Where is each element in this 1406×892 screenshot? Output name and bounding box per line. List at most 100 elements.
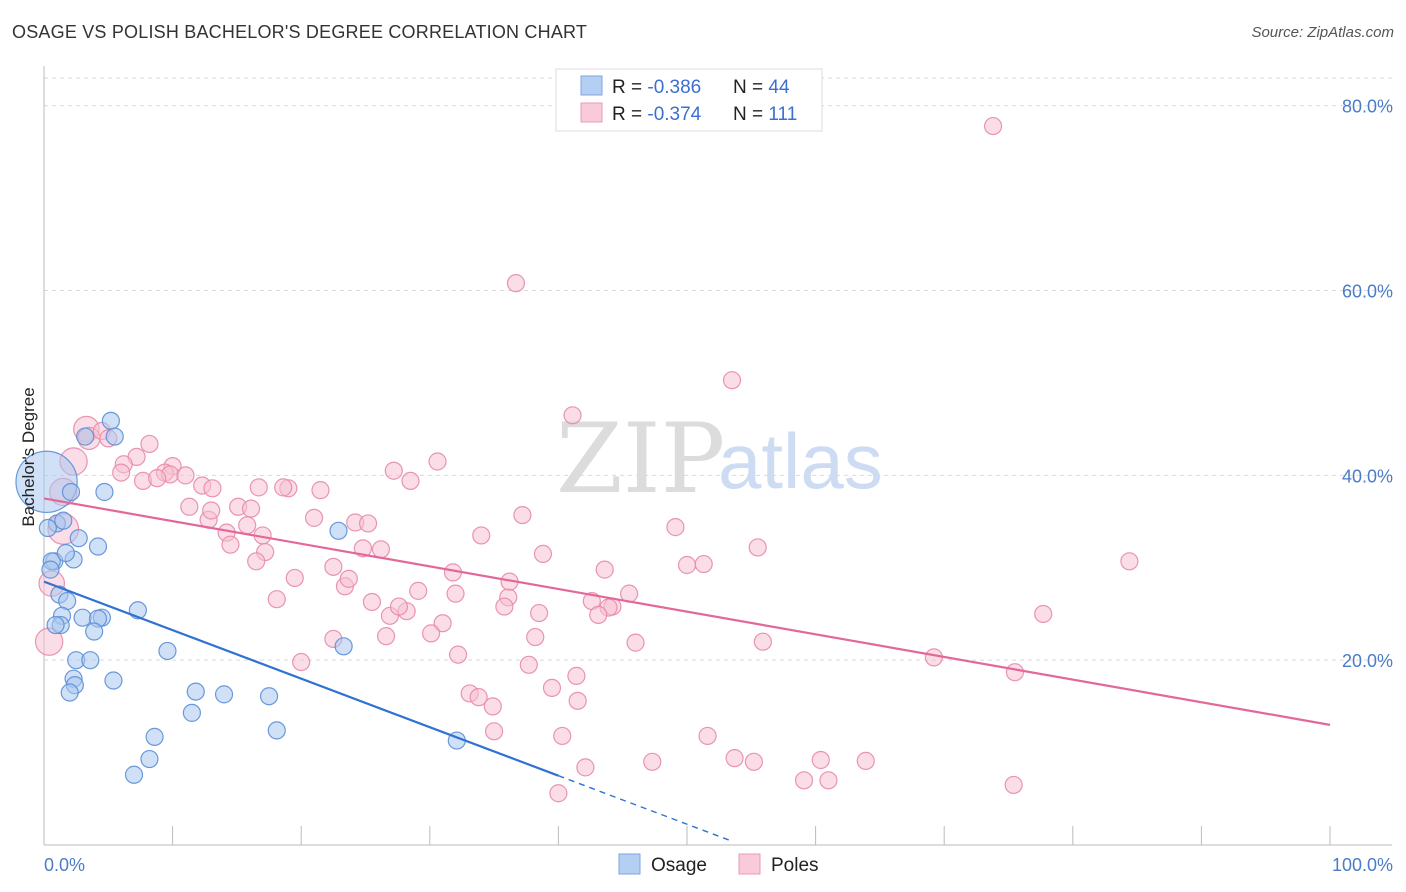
poles-point bbox=[725, 749, 744, 768]
osage-point bbox=[101, 411, 120, 430]
chart-title: OSAGE VS POLISH BACHELOR'S DEGREE CORREL… bbox=[12, 22, 588, 42]
legend-osage-r-value: -0.386 bbox=[647, 77, 701, 98]
poles-point bbox=[311, 481, 330, 500]
legend-osage-n: N = 44 bbox=[733, 77, 790, 98]
poles-point bbox=[533, 544, 553, 564]
poles-point bbox=[924, 648, 944, 667]
osage-point bbox=[15, 450, 78, 514]
legend-poles-n-label: N = bbox=[733, 104, 768, 125]
poles-point bbox=[446, 584, 465, 603]
poles-point bbox=[753, 632, 772, 651]
poles-point bbox=[285, 568, 304, 588]
poles-point bbox=[856, 751, 875, 771]
poles-point bbox=[140, 434, 159, 454]
poles-point bbox=[472, 526, 491, 545]
osage-point bbox=[46, 615, 65, 635]
poles-point bbox=[241, 499, 261, 518]
legend-poles-r-label: R = bbox=[612, 104, 647, 125]
poles-point bbox=[180, 497, 199, 516]
poles-point bbox=[595, 560, 614, 579]
poles-point bbox=[563, 406, 582, 425]
poles-point bbox=[513, 505, 532, 525]
poles-point bbox=[433, 614, 452, 633]
gridlines bbox=[44, 77, 1392, 661]
poles-trend-line bbox=[43, 497, 1331, 726]
poles-point bbox=[176, 466, 195, 485]
bottom-legend-poles-label: Poles bbox=[771, 855, 819, 876]
poles-point bbox=[811, 750, 830, 770]
osage-point bbox=[105, 427, 124, 446]
legend-poles-n-value: 111 bbox=[768, 104, 797, 125]
y-tick-label: 60.0% bbox=[1342, 282, 1393, 302]
poles-point bbox=[1120, 552, 1139, 571]
osage-point bbox=[259, 687, 279, 706]
poles-point bbox=[421, 624, 441, 643]
poles-point bbox=[643, 752, 662, 771]
poles-point bbox=[722, 371, 742, 390]
poles-point bbox=[589, 605, 608, 625]
legend-osage-r-label: R = bbox=[612, 77, 647, 98]
osage-point bbox=[334, 637, 353, 656]
series-legend: Osage Poles bbox=[618, 853, 819, 876]
bottom-legend-osage-label: Osage bbox=[651, 855, 707, 876]
osage-point bbox=[104, 671, 123, 690]
poles-point bbox=[469, 688, 488, 707]
poles-point bbox=[339, 569, 358, 588]
osage-point bbox=[56, 543, 75, 563]
source-attribution: Source: ZipAtlas.com bbox=[1251, 24, 1394, 41]
poles-point bbox=[221, 535, 240, 554]
osage-point bbox=[88, 537, 108, 556]
poles-point bbox=[112, 463, 131, 482]
poles-points bbox=[34, 116, 1139, 803]
poles-point bbox=[353, 539, 373, 558]
osage-point bbox=[60, 683, 79, 702]
poles-point bbox=[666, 518, 685, 537]
poles-point bbox=[530, 603, 549, 623]
poles-point bbox=[495, 597, 514, 616]
osage-point bbox=[61, 482, 81, 502]
watermark-zip: ZIP bbox=[556, 403, 725, 515]
trend-lines bbox=[43, 497, 1331, 842]
poles-point bbox=[324, 557, 343, 576]
poles-point bbox=[384, 461, 403, 480]
poles-point bbox=[389, 597, 409, 616]
poles-point bbox=[148, 469, 167, 488]
poles-point bbox=[819, 771, 838, 790]
watermark-atlas: atlas bbox=[718, 417, 883, 505]
poles-point bbox=[202, 501, 221, 520]
osage-point bbox=[73, 608, 92, 627]
poles-point bbox=[698, 726, 717, 746]
bottom-legend-osage-swatch bbox=[618, 853, 641, 875]
legend-osage-stats: R = -0.386 bbox=[612, 77, 701, 98]
osage-points bbox=[15, 411, 466, 784]
poles-point bbox=[519, 655, 538, 674]
osage-point bbox=[85, 622, 104, 641]
y-tick-label: 80.0% bbox=[1342, 97, 1393, 117]
osage-point bbox=[124, 765, 144, 784]
osage-point bbox=[69, 529, 88, 548]
osage-trend-extension bbox=[558, 775, 733, 842]
osage-point bbox=[267, 721, 286, 740]
osage-point bbox=[140, 749, 159, 769]
tick-labels: 20.0% 40.0% 60.0% 80.0% 0.0% 100.0% bbox=[44, 97, 1393, 875]
poles-point bbox=[371, 540, 391, 559]
poles-point bbox=[401, 471, 420, 491]
poles-point bbox=[358, 514, 378, 533]
poles-point bbox=[376, 627, 396, 646]
poles-point bbox=[677, 555, 697, 575]
y-tick-label: 40.0% bbox=[1342, 466, 1393, 486]
poles-point bbox=[362, 592, 382, 612]
legend-osage-n-label: N = bbox=[733, 77, 768, 98]
poles-point bbox=[1004, 775, 1023, 795]
osage-point bbox=[76, 427, 95, 446]
osage-point bbox=[81, 651, 100, 670]
legend-poles-n: N = 111 bbox=[733, 104, 797, 125]
poles-point bbox=[274, 478, 293, 497]
bottom-legend-poles-swatch bbox=[738, 853, 761, 875]
poles-point bbox=[1005, 663, 1025, 682]
poles-point bbox=[483, 697, 502, 716]
poles-point bbox=[744, 752, 763, 771]
poles-point bbox=[526, 627, 545, 647]
osage-point bbox=[41, 560, 60, 579]
